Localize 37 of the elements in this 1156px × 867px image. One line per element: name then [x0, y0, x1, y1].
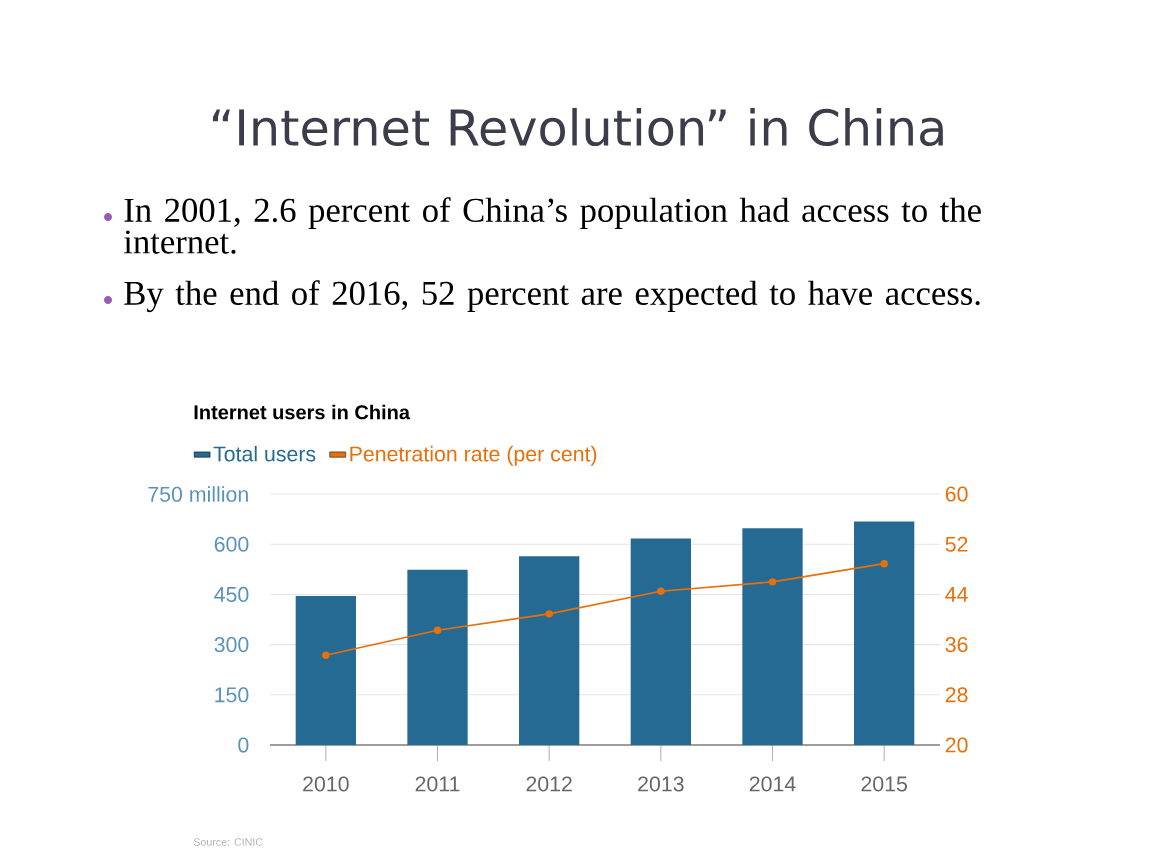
y2-tick-label: 52 — [945, 536, 968, 552]
y-tick-label: 0 — [238, 737, 249, 753]
bar — [854, 521, 915, 746]
y-tick-label: 300 — [214, 637, 249, 653]
y2-tick-label: 20 — [945, 737, 968, 753]
x-tick-label: 2010 — [303, 776, 349, 792]
point — [880, 559, 888, 568]
y2-tick-label: 44 — [945, 587, 968, 602]
bar — [519, 556, 580, 746]
bar — [630, 538, 691, 746]
point — [545, 610, 553, 618]
point — [657, 587, 665, 596]
source-note: Source: CINIC — [193, 838, 263, 846]
point — [322, 651, 330, 660]
point — [768, 578, 777, 586]
x-tick-label: 2013 — [638, 776, 684, 792]
x-tick-label: 2011 — [415, 776, 460, 792]
y-tick-label: 150 — [215, 687, 249, 703]
point — [433, 626, 442, 634]
text: In 2001, 2.6 percent of China’s population had access to the internet. — [124, 197, 981, 254]
chart-subtitle: Internet users in China — [194, 404, 411, 420]
bar — [295, 596, 356, 746]
x-tick-label: 2015 — [861, 776, 907, 792]
y2-tick-label: 28 — [945, 687, 968, 703]
legend-label: Penetration rate (per cent) — [350, 445, 597, 466]
legend-label: Total users — [213, 445, 316, 462]
text: By the end of 2016, 52 percent are expected to have access. — [124, 280, 980, 313]
bar — [742, 528, 803, 746]
x-tick-label: 2014 — [749, 776, 796, 792]
y-tick-label: 450 — [214, 586, 249, 602]
y-tick-label: 750 million — [148, 486, 248, 502]
x-tick-label: 2012 — [526, 776, 572, 792]
chart-title: “Internet Revolution” in China — [212, 107, 943, 147]
y-tick-label: 600 — [214, 536, 249, 552]
y2-tick-label: 60 — [945, 486, 968, 502]
bar — [407, 569, 468, 746]
y2-tick-label: 36 — [945, 637, 968, 653]
